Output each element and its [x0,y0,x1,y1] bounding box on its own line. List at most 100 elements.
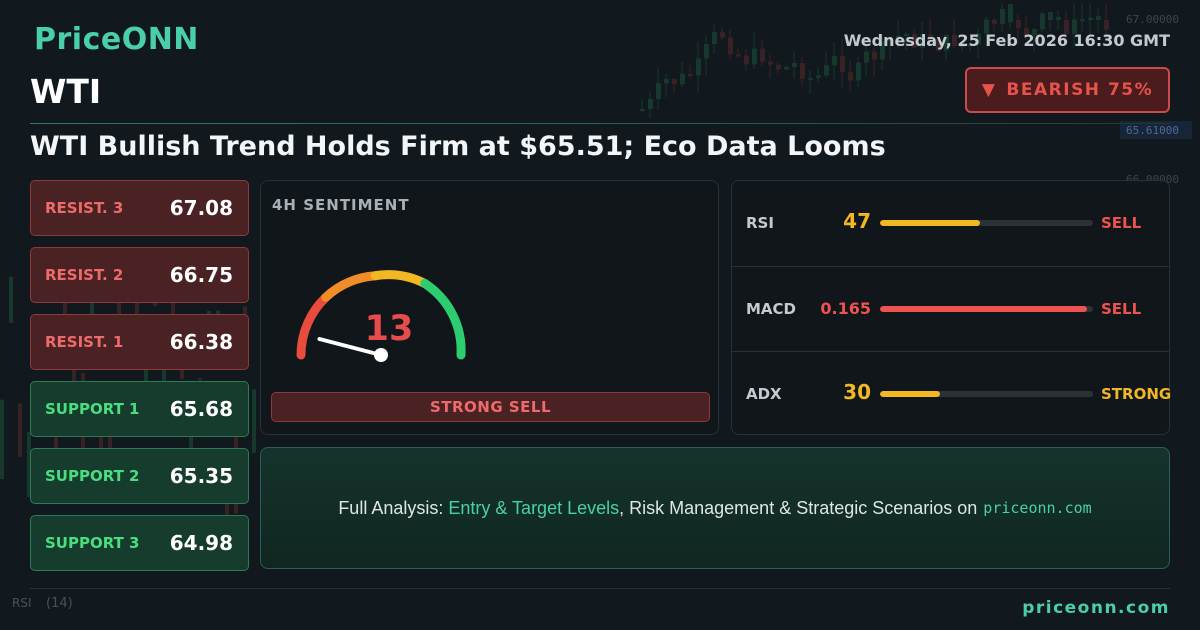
level-label: SUPPORT 2 [45,467,140,485]
bg-candle-body [1088,17,1093,20]
bg-candle-body [1008,4,1013,23]
bg-candle-body [768,61,773,65]
bg-candle-body [800,63,805,79]
bg-candle-body [928,34,933,40]
bg-candle-body [912,34,917,48]
bg-candle-body [1104,20,1109,30]
indicator-signal: SELL [1101,300,1142,318]
bg-candle-body [872,51,877,60]
bg-candle-body [752,48,757,65]
indicator-row-macd: MACD 0.165 SELL [732,266,1169,350]
sentiment-score: 13 [364,309,414,349]
bg-price-label: 67.00000 [1126,13,1179,26]
bg-candle-body [664,79,669,84]
bg-candle-body [904,34,909,37]
promo-site-link[interactable]: priceonn.com [983,499,1092,517]
bg-candle-body [1040,13,1045,30]
gauge-hub [374,348,388,362]
level-resist-3: RESIST. 3 67.08 [30,180,249,236]
level-label: RESIST. 1 [45,333,124,351]
bg-candle-body [0,399,4,480]
gauge-arc-green [420,278,466,360]
bg-candle-body [952,34,957,47]
level-resist-2: RESIST. 2 66.75 [30,247,249,303]
level-label: RESIST. 2 [45,266,124,284]
bg-candle-body [680,73,685,85]
gauge-arc-red [296,292,331,360]
bg-candle-body [696,58,701,76]
bg-candle-body [1016,20,1021,28]
timestamp: Wednesday, 25 Feb 2026 16:30 GMT [843,31,1170,50]
sentiment-verdict: STRONG SELL [271,392,710,422]
promo-highlight: Entry & Target Levels [448,497,620,518]
bg-candle-body [688,73,693,76]
bg-candle-body [1064,20,1069,34]
indicator-row-rsi: RSI 47 SELL [732,181,1169,265]
indicator-bar-fill [880,306,1087,312]
headline: WTI Bullish Trend Holds Firm at $65.51; … [30,131,886,162]
bg-candle-body [880,41,885,60]
full-analysis-promo[interactable]: Full Analysis: Entry & Target Levels , R… [260,447,1170,569]
level-label: RESIST. 3 [45,199,124,217]
bias-badge: ▼ BEARISH 75% [965,67,1170,113]
bg-candle-body [1072,19,1077,34]
bg-candle-body [1032,29,1037,35]
bg-candle-body [968,44,973,47]
bg-indicator-label: RSI [12,596,32,610]
bg-candle-body [252,389,256,453]
level-support-3: SUPPORT 3 64.98 [30,515,249,571]
bg-candle-body [720,32,725,38]
sentiment-panel: 4H SENTIMENT 13 STRONG SELL [260,180,719,435]
bg-candle-body [776,64,781,70]
promo-suffix: , Risk Management & Strategic Scenarios … [619,497,978,518]
bg-candle-body [848,72,853,81]
bg-candle-body [888,38,893,42]
bg-price-tag: 65.61000 [1126,124,1179,137]
bg-candle-body [992,20,997,24]
bg-candle-body [760,48,765,62]
level-value: 67.08 [169,196,233,220]
bg-candle-body [736,54,741,57]
indicator-value: 0.165 [820,299,871,318]
bg-candle-body [135,295,139,321]
gauge-needle [317,337,383,357]
brand-logo[interactable]: PriceONN [34,22,199,57]
bg-candle-body [976,33,981,45]
bg-candle-body [856,62,861,81]
header-divider [30,123,1170,124]
bg-candle-body [704,44,709,59]
bg-candle-body [712,32,717,45]
bg-candle-body [832,56,837,66]
indicator-name: ADX [746,385,782,403]
bg-candle-body [1024,27,1029,35]
indicator-signal: STRONG [1101,385,1172,403]
gauge-arc-yellow [370,270,430,288]
indicator-value: 47 [843,209,871,233]
bg-candle-body [920,34,925,48]
level-label: SUPPORT 1 [45,400,140,418]
footer-site-link[interactable]: priceonn.com [1022,598,1170,618]
indicator-signal: SELL [1101,214,1142,232]
sentiment-title: 4H SENTIMENT [272,196,410,214]
symbol-title: WTI [30,72,102,111]
bg-candle-body [896,35,901,39]
bg-candle-body [936,39,941,51]
bias-label: BEARISH 75% [1006,80,1154,100]
bg-candle-body [816,75,821,78]
bg-candle-body [99,422,103,457]
bg-candle-body [9,276,13,324]
level-value: 65.35 [169,464,233,488]
bg-candle-body [984,19,989,34]
indicator-name: RSI [746,214,774,232]
sentiment-gauge [296,270,466,362]
bg-candle-body [728,37,733,55]
bg-candle-body [640,108,645,111]
bg-candle-body [27,432,31,498]
level-support-2: SUPPORT 2 65.35 [30,448,249,504]
bg-candle-body [1056,17,1061,20]
level-value: 66.38 [169,330,233,354]
indicator-bar [880,391,1093,397]
bg-candle-body [744,55,749,65]
down-triangle-icon: ▼ [981,80,997,100]
